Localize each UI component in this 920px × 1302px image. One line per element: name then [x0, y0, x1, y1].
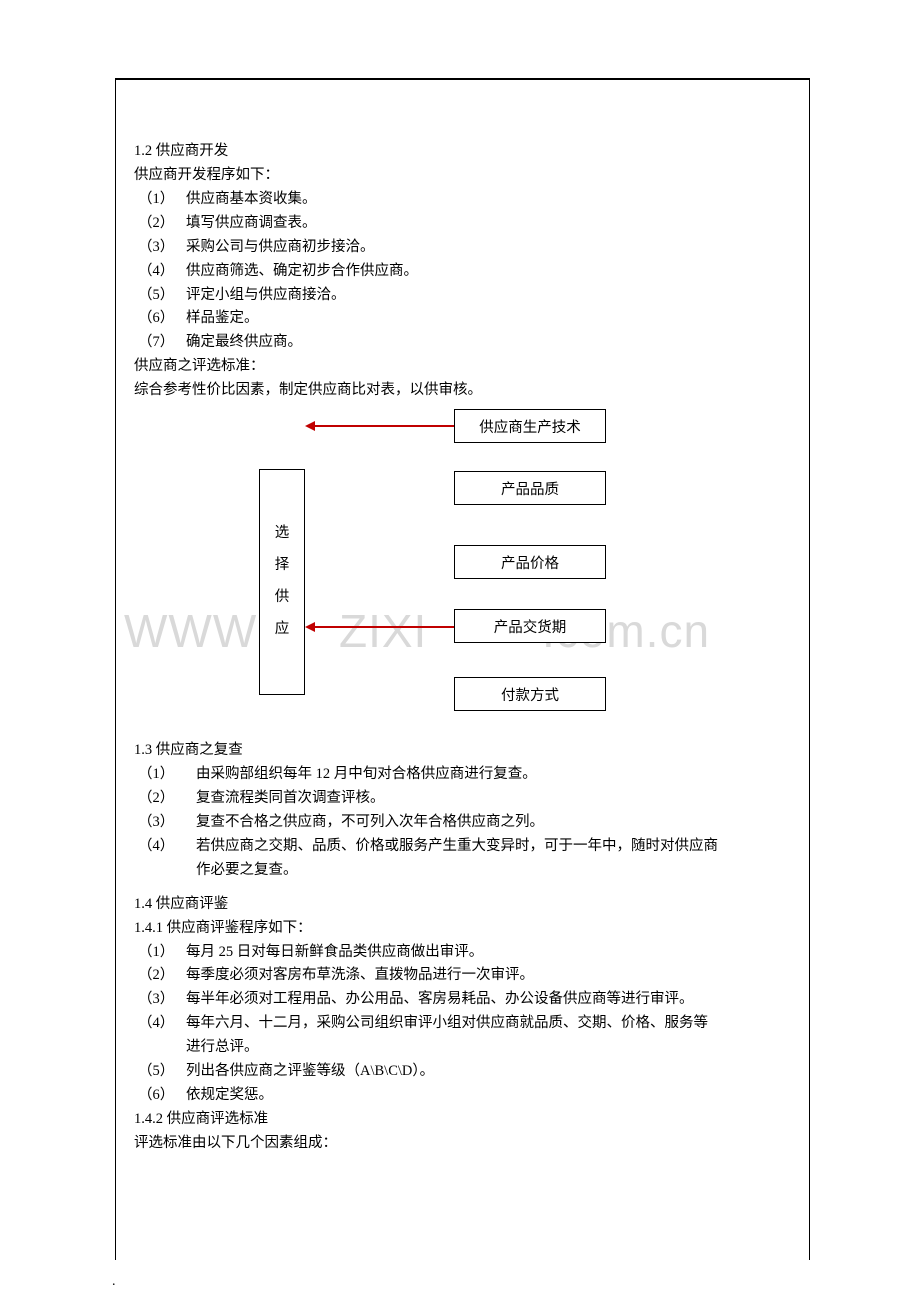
list-num: （1）: [138, 763, 196, 787]
heading-1-4-1: 1.4.1 供应商评鉴程序如下：: [134, 917, 791, 941]
list-item: 每年六月、十二月，采购公司组织审评小组对供应商就品质、交期、价格、服务等: [186, 1015, 708, 1031]
list-num: （2）: [138, 964, 186, 988]
list-num: （3）: [138, 236, 186, 260]
list-num: （5）: [138, 1060, 186, 1084]
list-item: 供应商基本资收集。: [186, 191, 317, 207]
list-item: 每半年必须对工程用品、办公用品、客房易耗品、办公设备供应商等进行审评。: [186, 991, 694, 1007]
diagram-box-5: 付款方式: [454, 677, 606, 711]
page-frame: 1.2 供应商开发 供应商开发程序如下： （1）供应商基本资收集。 （2）填写供…: [115, 78, 810, 1260]
list-item: 依规定奖惩。: [186, 1087, 273, 1103]
diagram-box-2: 产品品质: [454, 471, 606, 505]
list-num: （6）: [138, 307, 186, 331]
list-1-4-1: （1）每月 25 日对每日新鲜食品类供应商做出审评。 （2）每季度必须对客房布草…: [134, 941, 791, 1108]
list-item: 每月 25 日对每日新鲜食品类供应商做出审评。: [186, 944, 483, 960]
list-num: （2）: [138, 787, 196, 811]
diagram-left-char: 应: [275, 614, 290, 646]
arrow-head-icon: [305, 421, 315, 431]
arrow-line: [314, 425, 454, 427]
list-item: 由采购部组织每年 12 月中旬对合格供应商进行复查。: [196, 766, 537, 782]
list-item: 每季度必须对客房布草洗涤、直拨物品进行一次审评。: [186, 967, 534, 983]
list-num: （1）: [138, 188, 186, 212]
diagram-left-char: 选: [275, 518, 290, 550]
list-num: （1）: [138, 941, 186, 965]
diagram-left-box: 选 择 供 应: [259, 469, 305, 695]
diagram-box-1: 供应商生产技术: [454, 409, 606, 443]
list-num: （5）: [138, 284, 186, 308]
list-num: （6）: [138, 1084, 186, 1108]
text-1-4-2: 评选标准由以下几个因素组成：: [134, 1132, 791, 1156]
diagram-left-char: 择: [275, 550, 290, 582]
list-num: （3）: [138, 988, 186, 1012]
list-item: 复查不合格之供应商，不可列入次年合格供应商之列。: [196, 814, 544, 830]
list-num: （2）: [138, 212, 186, 236]
list-item: 确定最终供应商。: [186, 334, 302, 350]
supplier-diagram: WWW. ZIXI .com.cn 选 择 供 应 供应商生产技术 产品品质 产…: [134, 409, 791, 739]
criteria-heading: 供应商之评选标准：: [134, 355, 791, 379]
list-1-2: （1）供应商基本资收集。 （2）填写供应商调查表。 （3）采购公司与供应商初步接…: [134, 188, 791, 355]
list-item-cont: 进行总评。: [138, 1036, 791, 1060]
diagram-left-char: 供: [275, 582, 290, 614]
list-item: 评定小组与供应商接洽。: [186, 287, 346, 303]
section-1-2: 1.2 供应商开发 供应商开发程序如下： （1）供应商基本资收集。 （2）填写供…: [134, 140, 791, 403]
diagram-box-3: 产品价格: [454, 545, 606, 579]
heading-1-3: 1.3 供应商之复查: [134, 739, 791, 763]
list-item: 列出各供应商之评鉴等级（A\B\C\D）。: [186, 1063, 434, 1079]
diagram-box-4: 产品交货期: [454, 609, 606, 643]
arrow-line: [314, 626, 454, 628]
heading-1-4-2: 1.4.2 供应商评选标准: [134, 1108, 791, 1132]
list-item: 若供应商之交期、品质、价格或服务产生重大变异时，可于一年中，随时对供应商: [196, 838, 718, 854]
list-num: （4）: [138, 835, 196, 859]
footer-mark: .: [112, 1274, 116, 1290]
list-num: （4）: [138, 1012, 186, 1036]
list-item: 供应商筛选、确定初步合作供应商。: [186, 263, 418, 279]
arrow-head-icon: [305, 622, 315, 632]
list-num: （7）: [138, 331, 186, 355]
criteria-text: 综合参考性价比因素，制定供应商比对表，以供审核。: [134, 379, 791, 403]
section-1-3: 1.3 供应商之复查 （1）由采购部组织每年 12 月中旬对合格供应商进行复查。…: [134, 739, 791, 883]
list-1-3: （1）由采购部组织每年 12 月中旬对合格供应商进行复查。 （2）复查流程类同首…: [134, 763, 791, 883]
list-num: （4）: [138, 260, 186, 284]
list-item: 填写供应商调查表。: [186, 215, 317, 231]
section-1-4: 1.4 供应商评鉴 1.4.1 供应商评鉴程序如下： （1）每月 25 日对每日…: [134, 893, 791, 1156]
watermark-mid: ZIXI: [339, 604, 427, 658]
heading-1-2: 1.2 供应商开发: [134, 140, 791, 164]
intro-1-2: 供应商开发程序如下：: [134, 164, 791, 188]
heading-1-4: 1.4 供应商评鉴: [134, 893, 791, 917]
watermark-left: WWW.: [124, 604, 269, 658]
list-item: 样品鉴定。: [186, 310, 259, 326]
list-item-cont: 作必要之复查。: [138, 859, 791, 883]
list-num: （3）: [138, 811, 196, 835]
list-item: 复查流程类同首次调查评核。: [196, 790, 385, 806]
list-item: 采购公司与供应商初步接洽。: [186, 239, 375, 255]
